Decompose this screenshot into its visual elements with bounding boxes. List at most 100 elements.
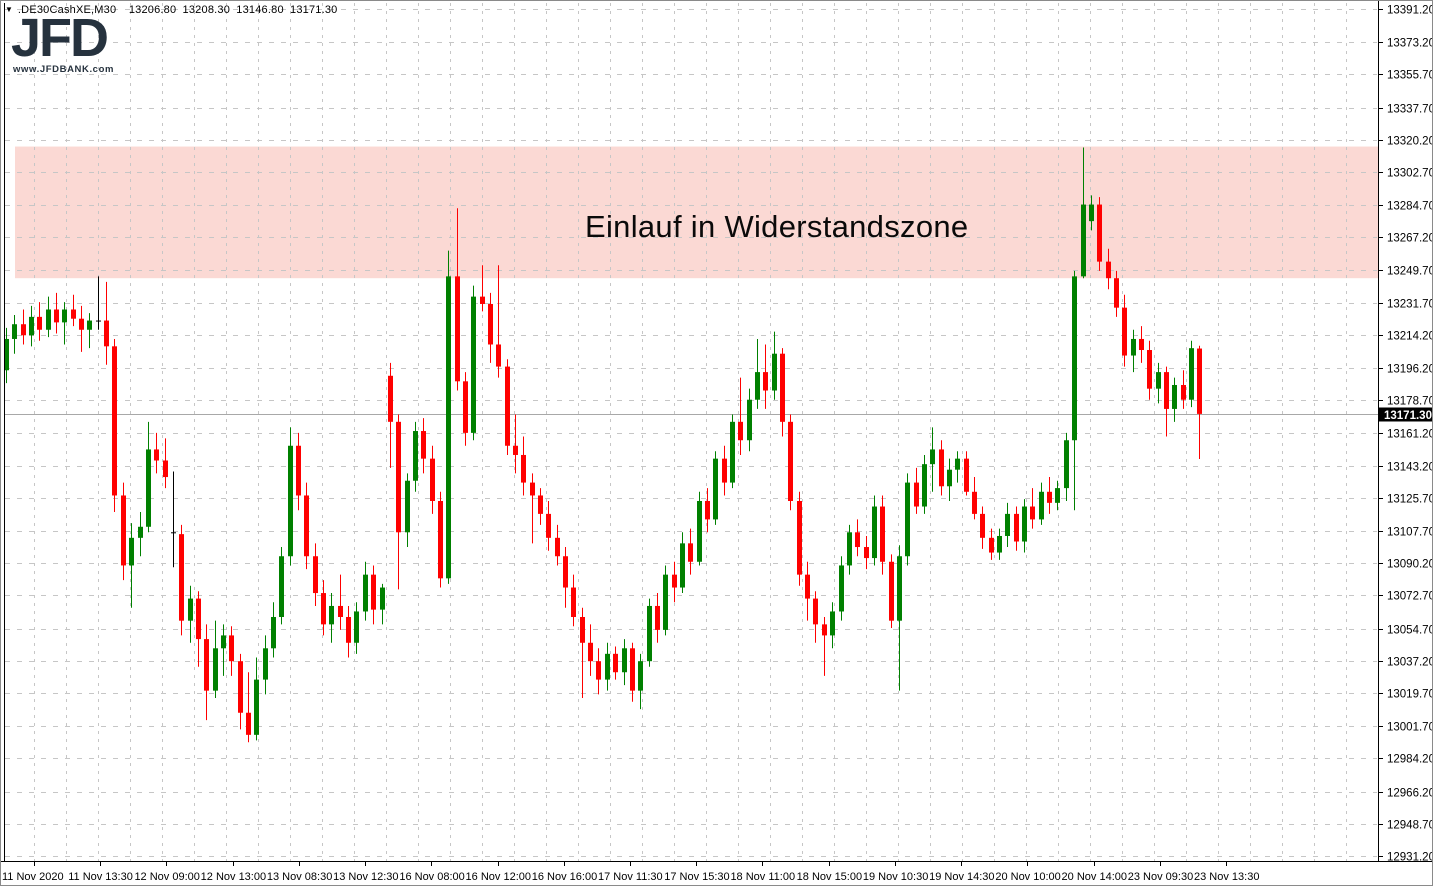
candle-body: [797, 500, 802, 575]
candle: [588, 624, 593, 676]
candle: [580, 607, 585, 699]
candle-body: [430, 458, 435, 501]
candle: [947, 458, 952, 501]
symbol-ohlc-text: .DE30CashXE,M30 13206.80 13208.30 13146.…: [17, 4, 338, 16]
candle: [1131, 329, 1136, 373]
candle: [146, 421, 151, 533]
candle: [930, 427, 935, 492]
candle: [229, 626, 234, 676]
candle: [271, 602, 276, 658]
candle-body: [21, 324, 26, 336]
candle-body: [179, 534, 184, 621]
candle-body: [872, 506, 877, 559]
candle: [12, 315, 17, 354]
candle-body: [1156, 372, 1161, 389]
candle: [87, 313, 92, 349]
candle: [380, 583, 385, 625]
candle: [1106, 248, 1111, 290]
candle: [213, 620, 218, 699]
price-tick-label: 12948.70: [1387, 820, 1433, 832]
candle: [471, 285, 476, 441]
candle: [647, 598, 652, 667]
candle-body: [54, 309, 59, 323]
price-tick-label: 13090.20: [1387, 559, 1433, 571]
candle: [530, 473, 535, 544]
price-axis: 13391.20 13373.20 13355.70 13337.70 13320.20…: [1378, 5, 1433, 864]
candle-body: [388, 375, 393, 422]
time-tick-label: 16 Nov 08:00: [399, 871, 464, 883]
time-tick-label: 12 Nov 13:00: [201, 871, 266, 883]
candle-body: [313, 556, 318, 594]
candle: [204, 624, 209, 721]
candle-body: [930, 449, 935, 465]
candle: [889, 554, 894, 629]
collapse-arrow-icon[interactable]: ▼: [5, 5, 13, 14]
candle-body: [780, 353, 785, 422]
candle: [914, 467, 919, 514]
candle-body: [271, 616, 276, 649]
candle: [813, 591, 818, 643]
candle-body: [363, 574, 368, 612]
candle: [955, 451, 960, 483]
candle-body: [46, 309, 51, 330]
candle: [246, 672, 251, 743]
candle: [1081, 147, 1086, 279]
candle-body: [405, 480, 410, 533]
candle-body: [229, 635, 234, 662]
candle: [972, 477, 977, 520]
candle: [872, 495, 877, 566]
candle: [1147, 340, 1152, 400]
candle: [496, 265, 501, 378]
candle-body: [1072, 276, 1077, 441]
candle-body: [29, 316, 34, 336]
candle-body: [480, 296, 485, 304]
current-price-tag-label: 13171.30: [1384, 410, 1432, 422]
candle: [688, 528, 693, 575]
candle: [321, 580, 326, 636]
grid-vertical-lines: [34, 3, 1347, 861]
price-tick-label: 13161.20: [1387, 429, 1433, 441]
candle: [622, 639, 627, 686]
candle-body: [288, 445, 293, 557]
candle-body: [396, 421, 401, 533]
candle-body: [830, 611, 835, 636]
candle: [839, 556, 844, 621]
resistance-zone: [15, 146, 1378, 279]
candle: [1197, 345, 1202, 460]
candle-body: [847, 532, 852, 566]
time-tick-label: 12 Nov 09:00: [134, 871, 199, 883]
candle: [855, 519, 860, 557]
time-tick-label: 17 Nov 11:30: [598, 871, 663, 883]
candle-body: [722, 458, 727, 483]
candle: [154, 432, 159, 474]
candle-body: [238, 661, 243, 713]
candle-body: [1189, 348, 1194, 400]
candle-body: [688, 543, 693, 562]
candle-body: [421, 431, 426, 459]
jfd-logo-text: JFD: [11, 8, 109, 68]
candle-body: [1106, 261, 1111, 279]
time-tick-label: 17 Nov 15:30: [664, 871, 729, 883]
candle: [1164, 366, 1169, 437]
candle-body: [672, 574, 677, 588]
candle-body: [980, 513, 985, 538]
candle-body: [188, 598, 193, 621]
candle: [822, 616, 827, 676]
price-tick-label: 13125.70: [1387, 494, 1433, 506]
candle: [29, 305, 34, 347]
candle-body: [613, 653, 618, 673]
price-tick-label: 13143.20: [1387, 462, 1433, 474]
candle: [630, 642, 635, 702]
candle-body: [496, 344, 501, 367]
candle: [755, 338, 760, 409]
candle-body: [972, 491, 977, 514]
candle-body: [755, 372, 760, 400]
candle-body: [304, 495, 309, 557]
candle-body: [4, 338, 9, 371]
time-tick-label: 19 Nov 14:30: [929, 871, 994, 883]
candle-body: [530, 482, 535, 496]
candle-body: [939, 449, 944, 487]
candle-body: [213, 648, 218, 691]
price-tick-label: 13284.70: [1387, 201, 1433, 213]
